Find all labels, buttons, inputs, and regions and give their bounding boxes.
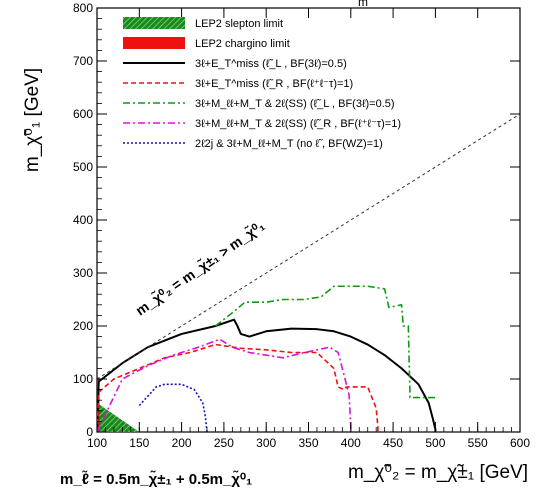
y-tick-label: 400 [73,213,93,227]
legend-label: 3ℓ+E_T^miss (ℓ̃_R , BF(ℓ⁺ℓ⁻τ)=1) [195,78,353,90]
x-tick-label: 150 [129,436,149,450]
legend-label: LEP2 slepton limit [195,18,283,30]
x-axis-title: m_χ̃⁰₂ = m_χ̃±₁ [GeV] [348,462,528,483]
y-axis-title: m_χ̃⁰₁ [GeV] [22,68,43,172]
x-tick-label: 550 [468,436,488,450]
x-tick-label: 250 [214,436,234,450]
region-lep2-slepton-limit [97,402,140,432]
legend: LEP2 slepton limit LEP2 chargino limit 3ℓ+… [123,17,401,150]
axes: 100 150 200 250 300 350 400 450 500 550 6000100200… [73,1,530,450]
y-tick-label: 300 [73,266,93,280]
y-tick-label: 700 [73,54,93,68]
y-tick-label: 200 [73,319,93,333]
curve-3-e-t-miss-l-bf-3-0-5 [97,318,437,432]
legend-label: LEP2 chargino limit [195,38,290,50]
legend-swatch-lep2-slepton-limit [123,17,185,29]
curve-3-m-m-t-2-ss-l-bf-3-0-5 [214,285,436,399]
curve-3-e-t-miss-r-bf-1 [97,343,379,432]
top-label: m [358,0,368,9]
curve-kinematic-boundary [97,113,520,380]
x-tick-label: 350 [298,436,318,450]
x-tick-label: 100 [87,436,107,450]
mass-relation-footnote: m_ℓ̃ = 0.5m_χ̃±₁ + 0.5m_χ̃⁰₁ [60,470,252,488]
x-tick-label: 600 [510,436,530,450]
x-tick-label: 300 [256,436,276,450]
y-tick-label: 0 [86,425,93,439]
legend-label: 3ℓ+E_T^miss (ℓ̃_L , BF(3ℓ)=0.5) [195,58,347,70]
curve-2-2j-3-m-m-t-no-bf-wz-1 [138,383,208,432]
y-tick-label: 500 [73,160,93,174]
plot-frame [96,7,521,433]
legend-swatch-lep2-chargino-limit [123,37,185,49]
limit-curves [97,113,520,432]
legend-label: 3ℓ+M_ℓℓ+M_T & 2ℓ(SS) (ℓ̃_L , BF(3ℓ)=0.5) [195,98,395,110]
y-tick-label: 800 [73,1,93,15]
legend-label: 2ℓ2j & 3ℓ+M_ℓℓ+M_T (no ℓ̃ , BF(WZ)=1) [195,138,383,150]
y-tick-label: 600 [73,107,93,121]
y-tick-label: 100 [73,372,93,386]
x-tick-label: 500 [425,436,445,450]
x-tick-label: 400 [341,436,361,450]
x-tick-label: 200 [172,436,192,450]
legend-label: 3ℓ+M_ℓℓ+M_T & 2ℓ(SS) (ℓ̃_R , BF(ℓ⁺ℓ⁻τ)=1… [195,118,401,130]
x-tick-label: 450 [383,436,403,450]
curve-3-m-m-t-2-ss-r-bf-1 [97,338,352,432]
